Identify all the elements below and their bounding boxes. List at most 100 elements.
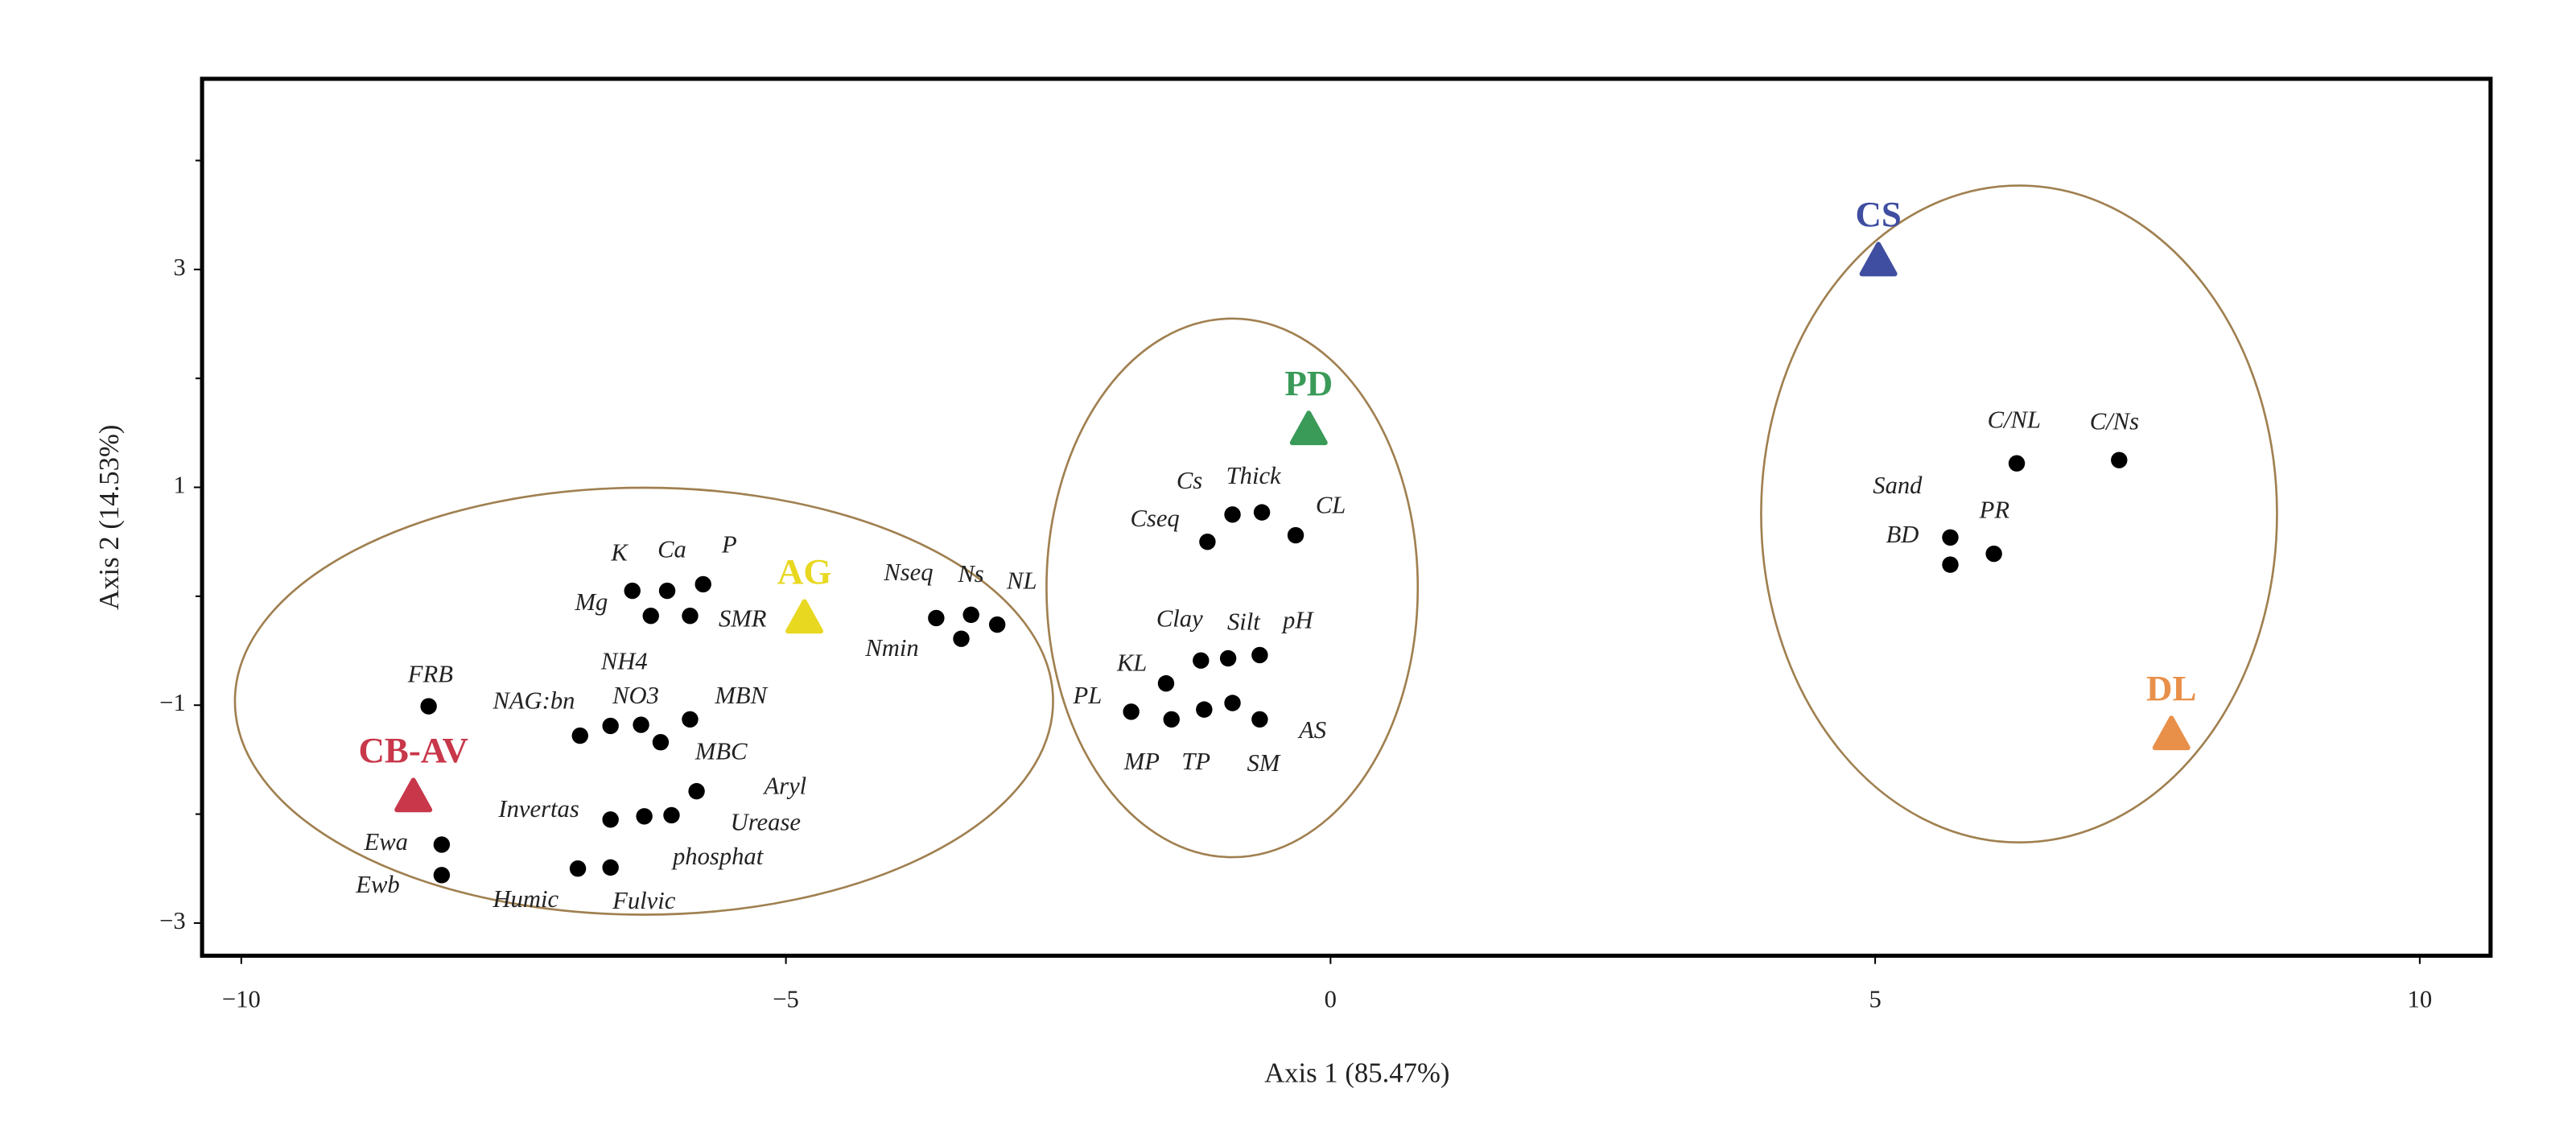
point-label: NH4 — [600, 647, 648, 674]
site-label: CB-AV — [358, 730, 468, 770]
point — [658, 582, 676, 600]
point — [636, 808, 653, 825]
point-label: CL — [1316, 492, 1346, 519]
point-label: MBN — [714, 682, 768, 709]
point-label: Aryl — [762, 772, 806, 799]
x-tick-label: 10 — [2408, 986, 2433, 1013]
point-label: TP — [1181, 748, 1210, 775]
point — [1985, 545, 2002, 563]
x-axis-label: Axis 1 (85.47%) — [1264, 1057, 1449, 1088]
point-label: Thick — [1226, 462, 1282, 489]
point-label: C/Ns — [2090, 407, 2139, 435]
point — [1193, 652, 1210, 669]
point-label: Urease — [731, 808, 801, 835]
point-label: P — [721, 530, 737, 558]
point-label: NAG:bn — [492, 687, 575, 714]
point — [953, 630, 970, 647]
point — [1942, 529, 1959, 546]
y-tick-label: 3 — [173, 254, 185, 281]
x-tick-label: −5 — [773, 986, 799, 1013]
site-label: AG — [777, 551, 831, 592]
point — [1163, 711, 1180, 728]
point — [1253, 504, 1271, 521]
point-label: Ns — [957, 560, 983, 588]
point-label: phosphat — [671, 843, 765, 870]
point-label: Ca — [657, 536, 686, 563]
point — [1942, 556, 1959, 573]
point — [1196, 701, 1213, 718]
point-label: PL — [1073, 682, 1103, 709]
point-label: Cs — [1177, 467, 1202, 494]
y-tick-label: −3 — [159, 907, 186, 934]
y-tick-label: −1 — [159, 689, 186, 716]
point-label: SM — [1247, 749, 1280, 777]
site-label: CS — [1855, 194, 1901, 234]
y-axis-label: Axis 2 (14.53%) — [93, 425, 125, 610]
point-label: NL — [1006, 567, 1037, 594]
point — [1123, 703, 1140, 720]
point-label: PR — [1979, 497, 2010, 524]
point — [962, 606, 979, 624]
plot-frame — [200, 76, 2493, 959]
site-marker — [785, 599, 824, 634]
point — [2111, 451, 2128, 468]
point — [1251, 646, 1268, 664]
point-label: Ewb — [355, 871, 399, 898]
point-label: FRB — [407, 661, 453, 688]
point — [682, 711, 699, 728]
point-label: Clay — [1156, 604, 1203, 632]
point — [642, 608, 659, 625]
point — [682, 608, 699, 625]
point — [988, 616, 1006, 633]
cluster-ellipse — [233, 486, 1054, 916]
point-label: Nseq — [883, 559, 933, 586]
point — [633, 716, 649, 733]
site-marker — [1289, 410, 1328, 446]
point — [1224, 695, 1241, 711]
point-label: Humic — [492, 885, 558, 913]
point — [624, 582, 641, 600]
point-label: Silt — [1227, 608, 1261, 635]
point — [433, 867, 451, 884]
point-label: NO3 — [612, 682, 659, 709]
point — [1219, 649, 1237, 667]
point-label: SMR — [719, 604, 767, 632]
point-label: K — [610, 539, 629, 567]
point-label: Invertas — [497, 795, 579, 823]
site-marker — [2152, 715, 2191, 751]
point-label: MP — [1123, 748, 1160, 775]
point — [1224, 506, 1241, 523]
point-label: Fulvic — [612, 887, 676, 914]
cluster-ellipse — [1760, 184, 2278, 844]
point-label: pH — [1281, 606, 1314, 633]
x-tick-label: 0 — [1325, 986, 1337, 1013]
point — [688, 782, 705, 800]
point — [694, 575, 711, 593]
point — [571, 727, 588, 744]
point — [928, 609, 945, 627]
point — [663, 806, 680, 824]
point-label: C/NL — [1988, 406, 2041, 433]
cluster-ellipse — [1045, 317, 1420, 859]
point — [652, 734, 670, 751]
y-tick-label: 1 — [173, 472, 185, 499]
point-label: Cseq — [1131, 505, 1180, 532]
point — [433, 836, 451, 853]
point-label: BD — [1886, 521, 1919, 548]
point — [602, 811, 619, 828]
point — [420, 698, 437, 715]
point-label: KL — [1116, 649, 1147, 676]
point-label: AS — [1297, 716, 1326, 744]
x-tick-label: 5 — [1869, 986, 1881, 1013]
point — [602, 717, 619, 735]
point — [569, 860, 587, 877]
site-label: PD — [1284, 363, 1333, 403]
x-tick-label: −10 — [222, 986, 261, 1013]
point-label: Nmin — [864, 634, 918, 662]
point-label: Sand — [1873, 472, 1923, 499]
site-marker — [394, 777, 433, 813]
point — [2008, 455, 2026, 472]
point — [1251, 711, 1268, 728]
point — [1199, 533, 1216, 550]
